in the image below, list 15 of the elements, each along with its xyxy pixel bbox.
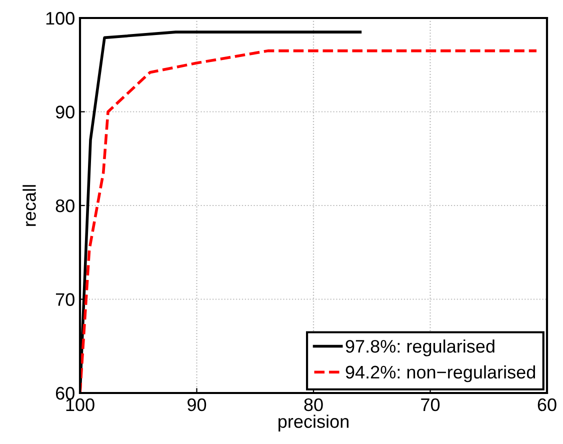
y-tick-label: 60 bbox=[56, 386, 74, 400]
y-axis-title: recall bbox=[22, 185, 36, 226]
legend-label: 94.2%: non−regularised bbox=[346, 365, 536, 382]
x-tick-label: 90 bbox=[188, 398, 206, 412]
x-tick-label: 100 bbox=[66, 398, 94, 412]
x-tick-label: 80 bbox=[304, 398, 323, 412]
y-tick-label: 100 bbox=[46, 12, 74, 25]
legend-label: 97.8%: regularised bbox=[346, 339, 494, 356]
y-tick-label: 70 bbox=[56, 293, 74, 306]
x-tick-label: 60 bbox=[538, 398, 556, 412]
x-axis-title: precision bbox=[278, 414, 348, 432]
x-tick-label: 70 bbox=[421, 398, 440, 412]
line-series bbox=[80, 49, 538, 393]
y-tick-label: 80 bbox=[56, 199, 74, 212]
y-tick-label: 90 bbox=[56, 106, 74, 118]
